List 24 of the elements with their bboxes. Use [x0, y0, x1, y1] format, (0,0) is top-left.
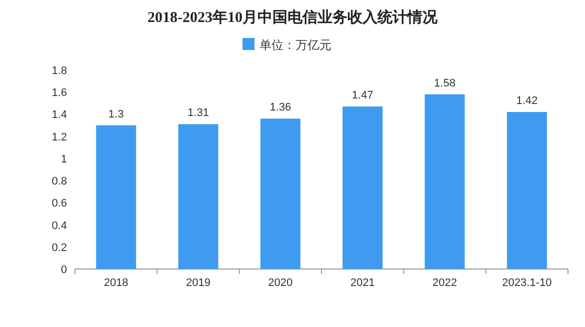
- data-label: 1.36: [270, 102, 292, 114]
- y-tick-label: 0.2: [52, 242, 67, 254]
- data-label: 1.3: [108, 108, 124, 120]
- y-tick-label: 1.6: [52, 87, 67, 100]
- y-tick-label: 0.6: [52, 198, 67, 210]
- x-tick-label: 2021: [350, 277, 375, 289]
- x-tick-label: 2020: [268, 277, 293, 289]
- data-label: 1.47: [352, 89, 374, 102]
- legend-label: 单位：万亿元: [260, 38, 332, 52]
- chart-title: 2018-2023年10月中国电信业务收入统计情况: [148, 9, 438, 26]
- x-tick-label: 2018: [104, 277, 128, 289]
- x-tick-label: 2022: [432, 277, 457, 289]
- y-tick-label: 0.4: [52, 220, 67, 232]
- data-label: 1.42: [516, 95, 538, 108]
- x-tick-label: 2019: [186, 277, 210, 289]
- data-label: 1.31: [188, 107, 209, 120]
- y-tick-label: 1.8: [52, 65, 67, 77]
- y-tick-label: 1: [60, 153, 67, 166]
- y-tick-label: 1.2: [52, 131, 67, 144]
- y-tick-label: 0: [60, 264, 67, 276]
- x-tick-label: 2023.1-10: [502, 277, 552, 289]
- y-tick-label: 1.4: [52, 109, 67, 122]
- y-tick-label: 0.8: [52, 176, 67, 188]
- data-label: 1.58: [434, 77, 456, 90]
